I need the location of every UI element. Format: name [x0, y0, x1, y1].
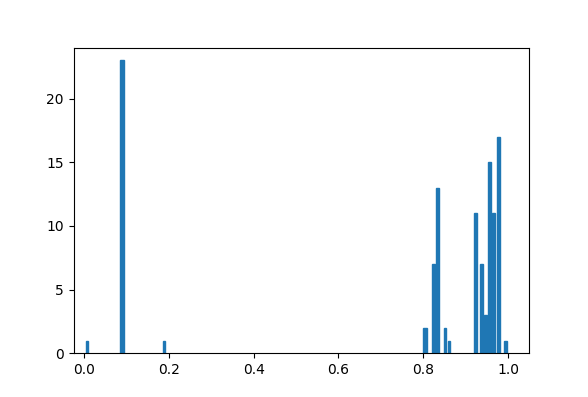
Bar	[162, 341, 165, 353]
Bar	[492, 213, 495, 353]
Bar	[436, 188, 439, 353]
Bar	[504, 341, 507, 353]
Bar	[432, 264, 435, 353]
Bar	[484, 315, 487, 353]
Bar	[480, 264, 483, 353]
Bar	[86, 341, 88, 353]
Bar	[488, 162, 491, 353]
Bar	[474, 213, 477, 353]
Bar	[443, 328, 446, 353]
Bar	[496, 137, 500, 353]
Bar	[423, 328, 427, 353]
Bar	[120, 60, 125, 353]
Bar	[448, 341, 450, 353]
